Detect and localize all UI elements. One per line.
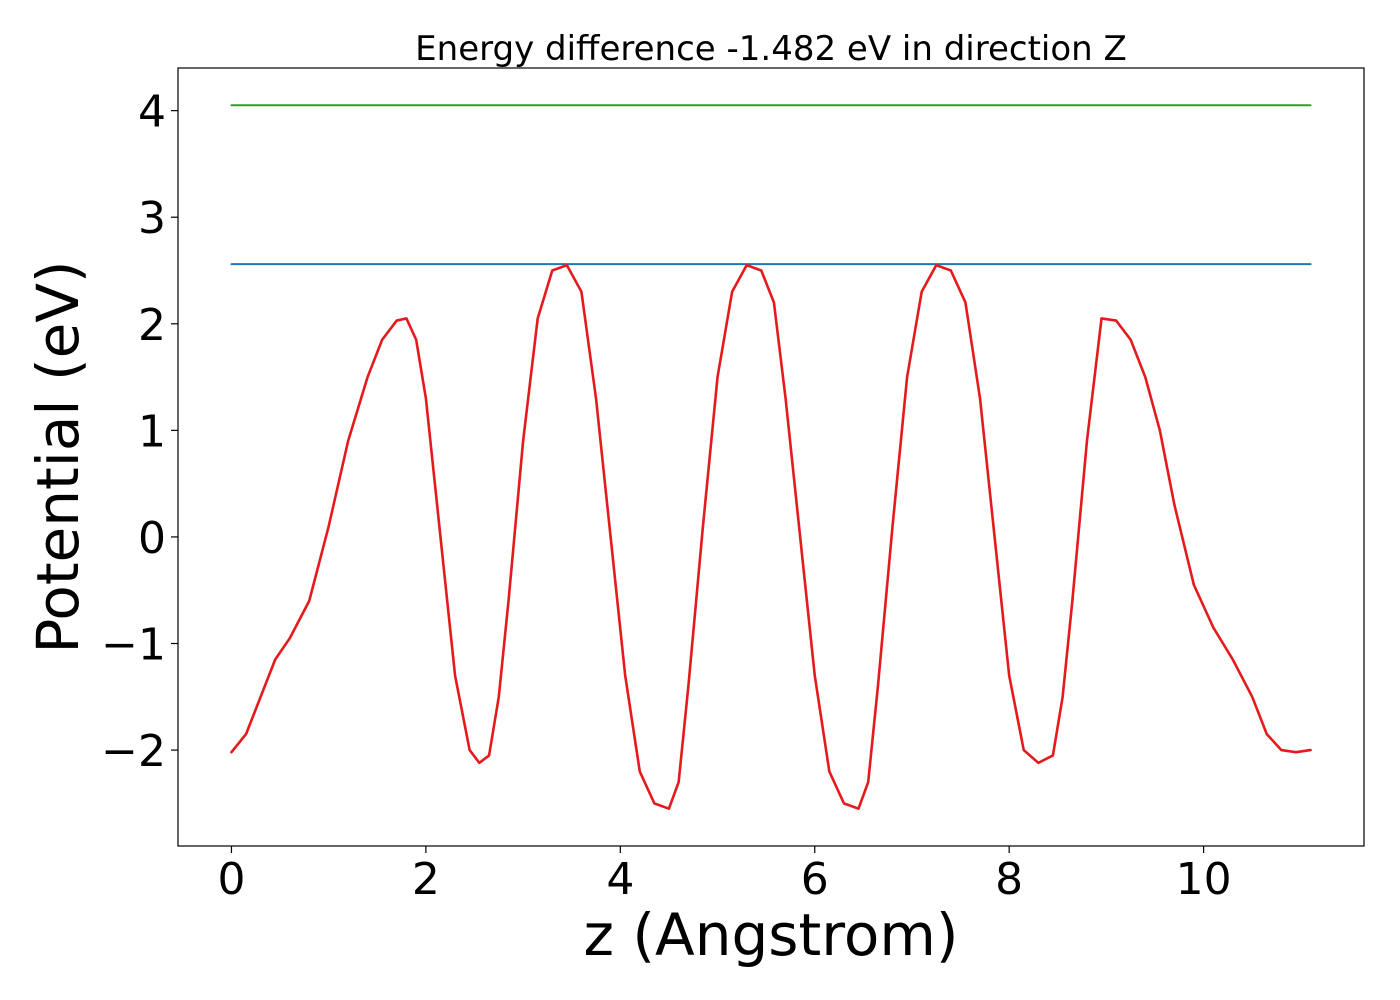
y-tick-label: 1 xyxy=(138,406,166,457)
y-tick-label: 0 xyxy=(138,513,166,564)
x-tick-label: 0 xyxy=(217,854,245,905)
x-tick-label: 4 xyxy=(606,854,634,905)
axes-frame xyxy=(177,67,1365,847)
y-tick-label: 3 xyxy=(138,193,166,244)
plot-layer xyxy=(230,104,1312,811)
y-tick-label: 4 xyxy=(138,87,166,138)
x-tick-label: 6 xyxy=(801,854,829,905)
y-tick-label: −2 xyxy=(101,726,166,777)
x-tick-label: 8 xyxy=(995,854,1023,905)
y-axis-title: Potential (eV) xyxy=(24,260,92,653)
potential-curve-series xyxy=(230,263,1312,811)
y-tick-label: 2 xyxy=(138,300,166,351)
x-tick-label: 10 xyxy=(1176,854,1232,905)
y-tick-label: −1 xyxy=(101,620,166,671)
x-axis-title: z (Angstrom) xyxy=(584,901,959,969)
tick-layer: 0 2 4 6 8 10 −2 −1 0 1 2 3 4 xyxy=(101,87,1231,905)
chart-title: Energy difference -1.482 eV in direction… xyxy=(415,29,1127,69)
x-tick-label: 2 xyxy=(412,854,440,905)
